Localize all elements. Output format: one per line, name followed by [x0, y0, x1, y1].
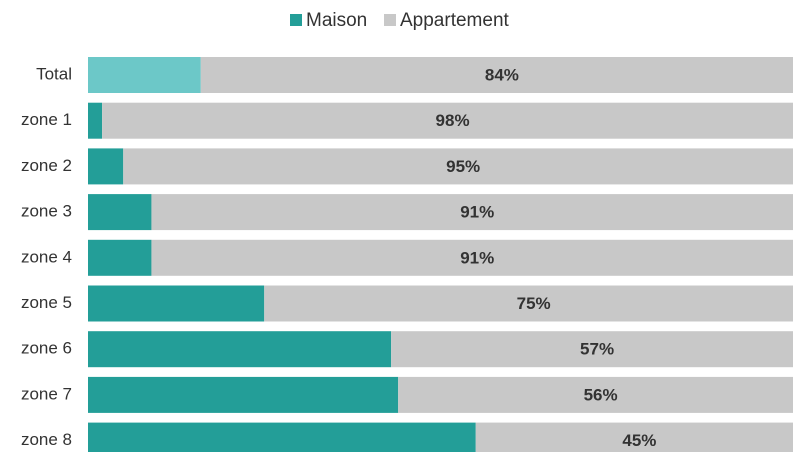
- data-label: 91%: [460, 203, 494, 222]
- y-tick-label: zone 4: [21, 247, 72, 266]
- bar-segment: [391, 331, 793, 368]
- bar-segment: [88, 422, 476, 452]
- bar-segment: [151, 239, 793, 276]
- bar-segment: [88, 239, 152, 276]
- legend-swatch: [290, 14, 302, 26]
- bar-segment: [88, 148, 124, 185]
- legend-label: Maison: [306, 10, 367, 31]
- data-label: 84%: [485, 65, 519, 84]
- legend-swatch: [384, 14, 396, 26]
- y-tick-label: zone 7: [21, 384, 72, 403]
- bar-segment: [88, 285, 265, 322]
- data-label: 45%: [622, 431, 656, 450]
- y-tick-label: zone 6: [21, 339, 72, 358]
- bar-segment: [88, 57, 201, 93]
- y-tick-label: zone 1: [21, 110, 72, 129]
- bar-segment: [200, 57, 793, 93]
- bar-segment: [264, 285, 793, 322]
- bar-segment: [88, 194, 152, 231]
- bar-segment: [123, 148, 793, 185]
- bar-segment: [475, 422, 793, 452]
- bar-segment: [88, 102, 103, 139]
- bar-segment: [88, 376, 399, 413]
- data-label: 98%: [436, 111, 470, 130]
- bar-segment: [102, 102, 793, 139]
- y-tick-label: zone 3: [21, 202, 72, 221]
- data-label: 57%: [580, 340, 614, 359]
- y-tick-label: zone 2: [21, 156, 72, 175]
- y-tick-label: zone 8: [21, 430, 72, 449]
- y-tick-label: zone 5: [21, 293, 72, 312]
- bar-segment: [398, 376, 793, 413]
- bar-segment: [88, 331, 392, 368]
- bar-segment: [151, 194, 793, 231]
- data-label: 95%: [446, 157, 480, 176]
- legend-label: Appartement: [400, 10, 510, 31]
- data-label: 56%: [584, 385, 618, 404]
- data-label: 91%: [460, 248, 494, 267]
- data-label: 75%: [517, 294, 551, 313]
- y-tick-label: Total: [36, 64, 72, 83]
